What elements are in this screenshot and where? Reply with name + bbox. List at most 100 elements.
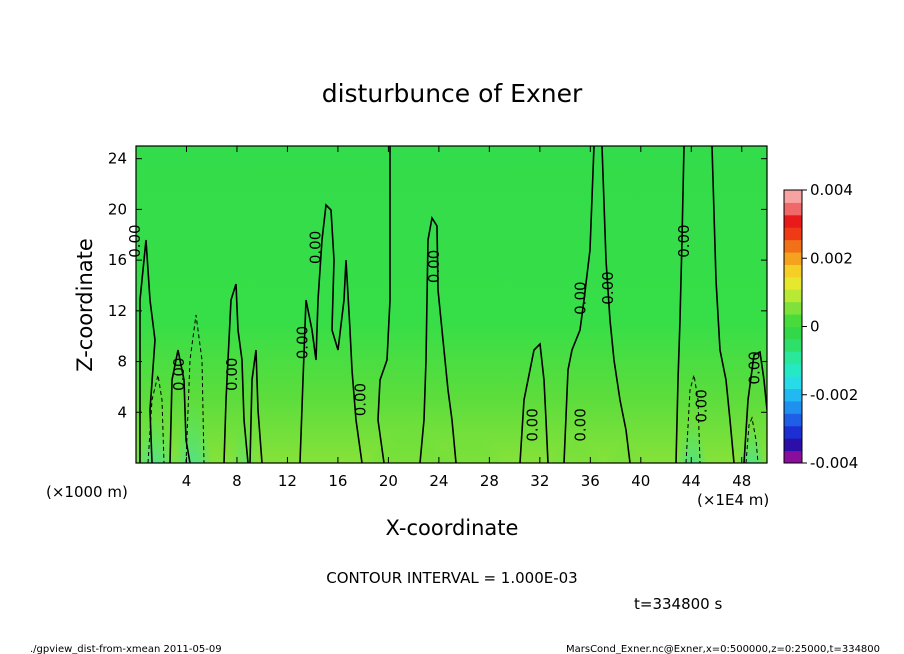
x-tick-label: 24 (429, 472, 448, 490)
x-tick-label: 8 (232, 472, 242, 490)
colorbar-swatch (784, 239, 802, 253)
contour-label: 0.00 (571, 281, 589, 314)
negative-region (676, 353, 708, 463)
contour-label: 0.00 (126, 224, 144, 257)
x-tick-label: 16 (328, 472, 347, 490)
colorbar-swatch (784, 276, 802, 290)
x-tick-label: 20 (379, 472, 398, 490)
colorbar-swatch (784, 202, 802, 216)
colorbar-tick-label: 0 (810, 318, 820, 336)
colorbar-swatch (784, 264, 802, 278)
contour-line-dashed (685, 374, 701, 463)
contour-line (139, 239, 156, 463)
contour-line (299, 203, 363, 463)
colorbar-swatch (784, 338, 802, 352)
colorbar (783, 189, 803, 464)
time-label: t=334800 s (634, 595, 722, 613)
contour-interval: CONTOUR INTERVAL = 1.000E-03 (326, 569, 577, 587)
colorbar-swatch (784, 214, 802, 228)
x-axis-label: X-coordinate (386, 516, 519, 540)
colorbar-swatch (784, 400, 802, 414)
positive-region (365, 373, 455, 463)
contour-line-dashed (745, 416, 759, 463)
y-tick-label: 8 (117, 353, 127, 371)
y-tick-label: 12 (108, 302, 127, 320)
x-unit-label: (×1000 m) (46, 483, 128, 501)
colorbar-tick-label: 0.002 (810, 249, 853, 267)
contour-line (419, 215, 457, 463)
contour-line (601, 146, 631, 463)
contour-line-dashed (185, 314, 205, 463)
source-label: MarsCond_Exner.nc@Exner,x=0:500000,z=0:2… (566, 644, 880, 654)
x-tick-label: 4 (182, 472, 192, 490)
contour-line (223, 283, 249, 463)
x-tick-label: 40 (631, 472, 650, 490)
y-tick-label: 4 (117, 403, 127, 421)
x-tick-label: 36 (581, 472, 600, 490)
colorbar-swatch (784, 376, 802, 390)
colorbar-swatch (784, 326, 802, 340)
x-tick-label: 32 (530, 472, 549, 490)
contour-line (377, 146, 391, 463)
contour-line (675, 146, 685, 463)
contour-label: 0.00 (523, 408, 541, 441)
contour-line (563, 146, 595, 463)
x-tick-label: 28 (480, 472, 499, 490)
contour-line (169, 349, 191, 463)
plot-frame (135, 145, 768, 464)
y-axis: 4 8 12 16 20 24 (108, 150, 767, 421)
contour-label: 0.00 (306, 231, 324, 264)
colorbar-swatch (784, 438, 802, 452)
contour-label: 0.00 (599, 271, 617, 304)
negative-region (136, 343, 177, 463)
contour-label: 0.00 (170, 358, 188, 391)
script-label: ./gpview_dist-from-xmean 2011-05-09 (30, 644, 222, 654)
y-tick-label: 24 (108, 150, 127, 168)
contour-label: 0.00 (692, 389, 710, 422)
colorbar-swatch (784, 190, 802, 203)
contour-line (743, 350, 767, 463)
contour-label: 0.00 (675, 224, 693, 257)
colorbar-tick-label: -0.002 (810, 386, 858, 404)
contour-line (519, 342, 549, 463)
contour-label: 0.00 (745, 351, 763, 384)
x-tick-label: 44 (682, 472, 701, 490)
colorbar-swatch (784, 252, 802, 265)
plot-area: 0.00 0.00 0.00 0.00 0.00 0.00 0.00 0.00 0.00 0.00… (126, 145, 768, 464)
negative-region (737, 368, 767, 463)
contour-label: 0.00 (294, 326, 312, 359)
contour-labels: 0.00 0.00 0.00 0.00 0.00 0.00 0.00 0.00 0.00 0.00… (126, 224, 764, 441)
colorbar-swatch (784, 450, 802, 464)
x-tick-label: 48 (732, 472, 751, 490)
contour-label: 0.00 (425, 250, 443, 283)
colorbar-tick-label: -0.004 (810, 454, 858, 472)
colorbar-swatch (784, 227, 802, 241)
contour-label: 0.00 (571, 408, 589, 441)
colorbar-ticks: 0.004 0.002 0 -0.002 -0.004 (802, 181, 858, 472)
contour-label: 0.00 (223, 358, 241, 391)
x-scale-label: (×1E4 m) (697, 491, 769, 509)
contour-line-dashed (147, 374, 165, 463)
colorbar-swatch (784, 351, 802, 365)
positive-region (545, 403, 605, 463)
contour-label: 0.00 (352, 383, 370, 416)
y-tick-label: 16 (108, 251, 127, 269)
contour-line (711, 146, 735, 463)
positive-region (603, 413, 647, 463)
colorbar-tick-label: 0.004 (810, 181, 853, 199)
chart-title: disturbunce of Exner (322, 79, 583, 108)
negative-contours (147, 314, 759, 463)
colorbar-swatch (784, 314, 802, 327)
colorbar-swatch (784, 413, 802, 427)
colorbar-swatch (784, 388, 802, 402)
x-tick-label: 12 (278, 472, 297, 490)
colorbar-swatch (784, 289, 802, 303)
zero-contours (139, 146, 767, 463)
contour-line (249, 349, 263, 463)
y-tick-label: 20 (108, 200, 127, 218)
x-axis: 4 8 12 16 20 24 28 32 36 40 44 48 (182, 146, 751, 490)
y-axis-label: Z-coordinate (73, 238, 97, 372)
colorbar-swatch (784, 363, 802, 377)
colorbar-swatch (784, 301, 802, 315)
